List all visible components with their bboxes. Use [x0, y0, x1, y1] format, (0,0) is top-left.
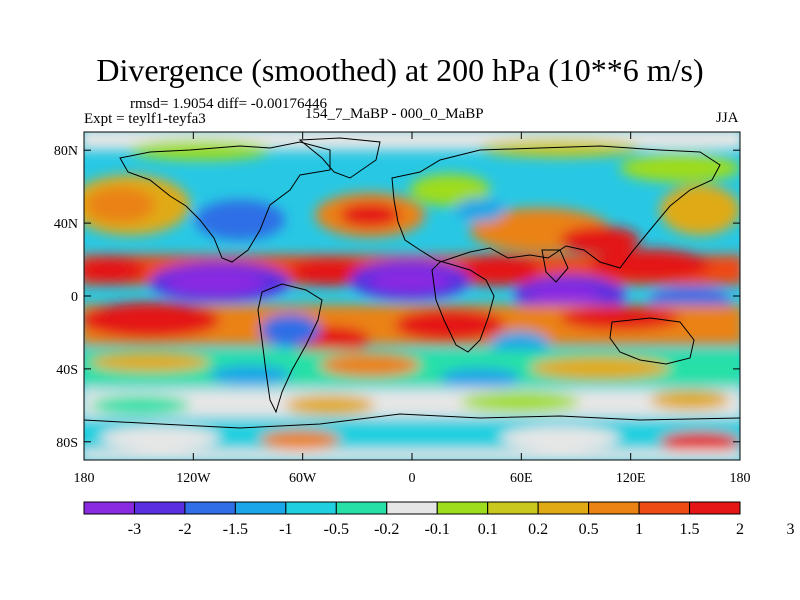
colorbar-label: -0.5: [324, 521, 349, 538]
lon-tick-label: 120W: [176, 471, 211, 486]
colorbar-swatch: [638, 501, 691, 515]
colorbar-label: -0.2: [374, 521, 399, 538]
longitude-axis: 180 120W 60W 0 60E 120E 180: [74, 132, 751, 486]
colorbar-swatch: [83, 501, 135, 515]
colorbar-label: 2: [736, 521, 744, 538]
lon-tick-label: 120E: [616, 471, 646, 486]
colorbar-swatch: [588, 501, 640, 515]
colorbar-swatch: [234, 501, 287, 515]
colorbar-swatch: [386, 501, 438, 515]
colorbar-label: 1.5: [680, 521, 700, 538]
lat-tick-label: 40N: [54, 217, 78, 232]
colorbar-swatch: [133, 501, 186, 515]
colorbar-label: 3: [786, 521, 794, 538]
colorbar-label: -1.5: [223, 521, 248, 538]
experiment-label: Expt = teylf1-teyfa3: [84, 111, 206, 127]
latitude-axis: 80N 40N 0 40S 80S: [54, 144, 740, 451]
lat-tick-label: 80N: [54, 144, 78, 159]
colorbar: -3 -2 -1.5 -1 -0.5 -0.2 -0.1 0.1 0.2 0.5 1 1.5 2 3: [83, 501, 794, 538]
case-label: 154_7_MaBP - 000_0_MaBP: [305, 106, 484, 122]
lat-tick-label: 40S: [56, 363, 78, 378]
colorbar-label: -2: [178, 521, 191, 538]
coastlines: [84, 137, 740, 429]
lon-tick-label: 180: [74, 471, 95, 486]
colorbar-swatch: [335, 501, 388, 515]
colorbar-label: 0.5: [579, 521, 599, 538]
lon-tick-label: 60E: [510, 471, 533, 486]
divergence-field: [84, 132, 740, 460]
lat-tick-label: 0: [71, 290, 78, 305]
colorbar-swatch: [184, 501, 236, 515]
season-label: JJA: [716, 110, 739, 126]
colorbar-swatch: [487, 501, 539, 515]
colorbar-swatch: [285, 501, 337, 515]
plot-title: Divergence (smoothed) at 200 hPa (10**6 …: [96, 52, 704, 88]
lon-tick-label: 0: [409, 471, 416, 486]
colorbar-label: -1: [279, 521, 292, 538]
lat-tick-label: 80S: [56, 436, 78, 451]
colorbar-label: 0.2: [528, 521, 548, 538]
colorbar-label: -0.1: [425, 521, 450, 538]
lon-tick-label: 180: [730, 471, 751, 486]
colorbar-label: -3: [128, 521, 141, 538]
rmsd-diff-stats: rmsd= 1.9054 diff= -0.00176446: [130, 96, 328, 112]
lon-tick-label: 60W: [289, 471, 317, 486]
colorbar-label: 0.1: [478, 521, 498, 538]
colorbar-label: 1: [635, 521, 643, 538]
colorbar-swatch: [436, 501, 489, 515]
colorbar-swatch: [689, 501, 741, 515]
colorbar-swatch: [537, 501, 590, 515]
